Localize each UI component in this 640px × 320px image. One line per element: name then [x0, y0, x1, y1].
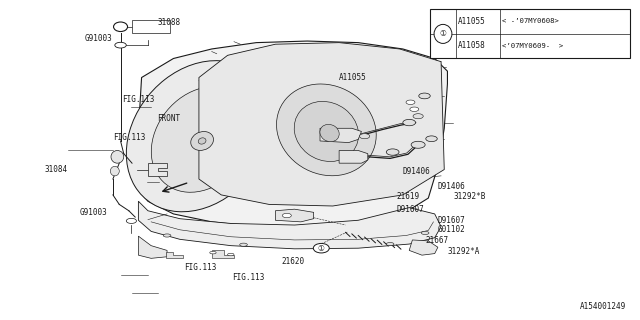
- Ellipse shape: [406, 100, 415, 105]
- Ellipse shape: [282, 213, 291, 218]
- Ellipse shape: [320, 124, 339, 142]
- Ellipse shape: [126, 61, 271, 212]
- Text: 31088: 31088: [157, 19, 180, 28]
- Ellipse shape: [126, 218, 136, 223]
- Text: 31292*B: 31292*B: [454, 192, 486, 201]
- Text: FIG.113: FIG.113: [122, 95, 155, 104]
- Ellipse shape: [413, 114, 423, 119]
- Text: <’07MY0609-  >: <’07MY0609- >: [502, 43, 563, 49]
- Ellipse shape: [387, 243, 394, 246]
- Polygon shape: [320, 128, 362, 142]
- Ellipse shape: [276, 84, 376, 176]
- Text: 31292*A: 31292*A: [447, 247, 480, 257]
- Text: A11058: A11058: [458, 42, 485, 51]
- Text: < -’07MY0608>: < -’07MY0608>: [502, 18, 559, 24]
- Polygon shape: [148, 163, 167, 176]
- Polygon shape: [138, 236, 167, 258]
- Ellipse shape: [240, 243, 247, 246]
- Polygon shape: [339, 150, 368, 163]
- Ellipse shape: [387, 149, 399, 155]
- Text: D91607: D91607: [438, 216, 466, 225]
- Polygon shape: [212, 251, 234, 258]
- Ellipse shape: [419, 93, 430, 99]
- Text: 31084: 31084: [45, 165, 68, 174]
- Text: D91406: D91406: [438, 182, 466, 191]
- Ellipse shape: [421, 231, 429, 235]
- Ellipse shape: [434, 24, 452, 44]
- Text: D91406: D91406: [403, 167, 431, 176]
- Text: D91607: D91607: [396, 205, 424, 214]
- Text: 21667: 21667: [425, 236, 448, 245]
- Text: A11055: A11055: [339, 73, 367, 82]
- Polygon shape: [409, 240, 438, 255]
- Bar: [429, 9, 630, 59]
- Bar: [132, 20, 170, 33]
- Text: FRONT: FRONT: [157, 114, 180, 123]
- Text: 21620: 21620: [282, 257, 305, 266]
- Text: G91003: G91003: [80, 208, 108, 217]
- Text: A11055: A11055: [458, 17, 485, 26]
- Text: ①: ①: [440, 29, 447, 38]
- Polygon shape: [199, 43, 444, 206]
- Text: FIG.113: FIG.113: [184, 263, 217, 272]
- Text: G01102: G01102: [438, 225, 466, 234]
- Ellipse shape: [210, 252, 216, 254]
- Ellipse shape: [198, 138, 206, 144]
- Ellipse shape: [151, 86, 253, 192]
- Text: FIG.113: FIG.113: [232, 273, 264, 282]
- Ellipse shape: [316, 247, 324, 250]
- Ellipse shape: [191, 132, 214, 150]
- Ellipse shape: [113, 22, 127, 32]
- Polygon shape: [138, 201, 441, 249]
- Ellipse shape: [411, 141, 425, 148]
- Text: FIG.113: FIG.113: [113, 133, 145, 142]
- Ellipse shape: [115, 42, 126, 48]
- Ellipse shape: [403, 119, 415, 126]
- Ellipse shape: [410, 107, 419, 111]
- Ellipse shape: [314, 244, 329, 253]
- Ellipse shape: [426, 136, 437, 142]
- Text: 21619: 21619: [396, 192, 420, 201]
- Polygon shape: [166, 252, 183, 258]
- Text: A154001249: A154001249: [580, 302, 626, 311]
- Ellipse shape: [294, 101, 358, 162]
- Ellipse shape: [360, 134, 370, 139]
- Ellipse shape: [163, 234, 171, 237]
- Polygon shape: [135, 41, 447, 228]
- Ellipse shape: [111, 150, 124, 163]
- Text: G91003: G91003: [84, 34, 112, 43]
- Ellipse shape: [110, 166, 119, 176]
- Text: ①: ①: [318, 244, 324, 253]
- Ellipse shape: [228, 253, 234, 256]
- Polygon shape: [275, 209, 314, 222]
